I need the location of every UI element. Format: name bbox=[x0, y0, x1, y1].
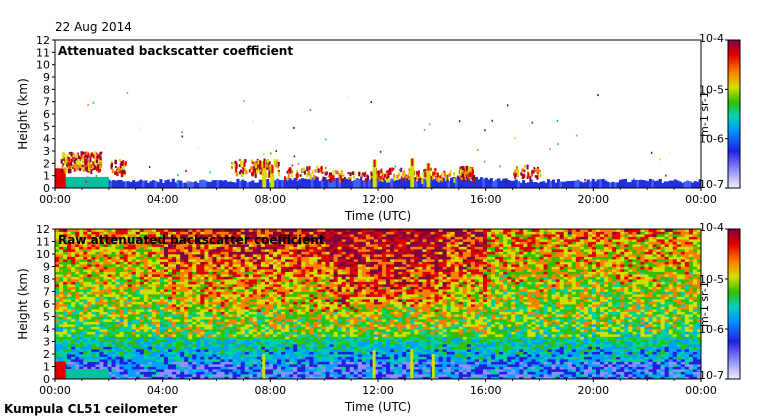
colorbar-tick-label: 10-5 bbox=[699, 273, 724, 286]
heatmap-area bbox=[55, 40, 701, 188]
x-tick-label: 20:00 bbox=[577, 193, 609, 206]
colorbar-tick-label: 10-6 bbox=[699, 323, 724, 336]
y-tick-label: 7 bbox=[43, 96, 50, 109]
y-tick-label: 7 bbox=[43, 286, 50, 299]
y-axis-label: Height (km) bbox=[16, 78, 30, 149]
x-tick-label: 16:00 bbox=[470, 193, 502, 206]
y-tick-label: 12 bbox=[36, 34, 50, 47]
heatmap-area bbox=[55, 229, 701, 379]
x-tick-label: 00:00 bbox=[39, 384, 71, 397]
y-tick-label: 11 bbox=[36, 46, 50, 59]
x-tick-label: 00:00 bbox=[39, 193, 71, 206]
y-tick-label: 10 bbox=[36, 248, 50, 261]
y-tick-label: 9 bbox=[43, 261, 50, 274]
x-tick-label: 20:00 bbox=[577, 384, 609, 397]
x-axis-label: Time (UTC) bbox=[344, 400, 411, 414]
y-tick-label: 11 bbox=[36, 236, 50, 249]
y-tick-label: 6 bbox=[43, 108, 50, 121]
y-tick-label: 4 bbox=[43, 323, 50, 336]
panel-title: Attenuated backscatter coefficient bbox=[58, 44, 293, 58]
panel-title: Raw attenuated backscatter coefficient bbox=[58, 233, 325, 247]
x-tick-label: 12:00 bbox=[362, 384, 394, 397]
y-tick-label: 3 bbox=[43, 145, 50, 158]
y-tick-label: 5 bbox=[43, 120, 50, 133]
x-tick-label: 00:00 bbox=[685, 384, 717, 397]
colorbar-tick-label: 10-6 bbox=[699, 133, 724, 146]
colorbar-tick-label: 10-4 bbox=[699, 221, 724, 234]
x-tick-label: 04:00 bbox=[147, 193, 179, 206]
y-tick-label: 0 bbox=[43, 373, 50, 386]
x-tick-label: 08:00 bbox=[254, 384, 286, 397]
colorbar-tick-label: 10-7 bbox=[699, 178, 724, 191]
x-axis-label: Time (UTC) bbox=[344, 209, 411, 223]
y-tick-label: 2 bbox=[43, 157, 50, 170]
footer-label: Kumpula CL51 ceilometer bbox=[4, 402, 177, 416]
colorbar-label: m-1 sr-1 bbox=[698, 91, 711, 137]
y-tick-label: 8 bbox=[43, 83, 50, 96]
y-tick-label: 10 bbox=[36, 59, 50, 72]
x-tick-label: 12:00 bbox=[362, 193, 394, 206]
y-axis-label: Height (km) bbox=[16, 268, 30, 339]
y-tick-label: 5 bbox=[43, 311, 50, 324]
date-label: 22 Aug 2014 bbox=[55, 20, 132, 34]
y-tick-label: 9 bbox=[43, 71, 50, 84]
colorbar-label: m-1 sr-1 bbox=[698, 281, 711, 327]
y-tick-label: 3 bbox=[43, 336, 50, 349]
x-tick-label: 16:00 bbox=[470, 384, 502, 397]
colorbar: 10-7 10-6 10-5 10-4 m-1 sr-1 bbox=[698, 221, 741, 382]
x-tick-label: 08:00 bbox=[254, 193, 286, 206]
colorbar-tick-label: 10-5 bbox=[699, 83, 724, 96]
y-tick-label: 8 bbox=[43, 273, 50, 286]
y-tick-label: 6 bbox=[43, 298, 50, 311]
y-tick-label: 0 bbox=[43, 182, 50, 195]
x-tick-label: 00:00 bbox=[685, 193, 717, 206]
colorbar-tick-label: 10-4 bbox=[699, 32, 724, 45]
y-tick-label: 1 bbox=[43, 361, 50, 374]
x-tick-label: 04:00 bbox=[147, 384, 179, 397]
colorbar-tick-label: 10-7 bbox=[699, 369, 724, 382]
y-tick-label: 4 bbox=[43, 133, 50, 146]
colorbar: 10-7 10-6 10-5 10-4 m-1 sr-1 bbox=[698, 32, 741, 191]
y-tick-label: 1 bbox=[43, 170, 50, 183]
y-tick-label: 12 bbox=[36, 223, 50, 236]
y-tick-label: 2 bbox=[43, 348, 50, 361]
